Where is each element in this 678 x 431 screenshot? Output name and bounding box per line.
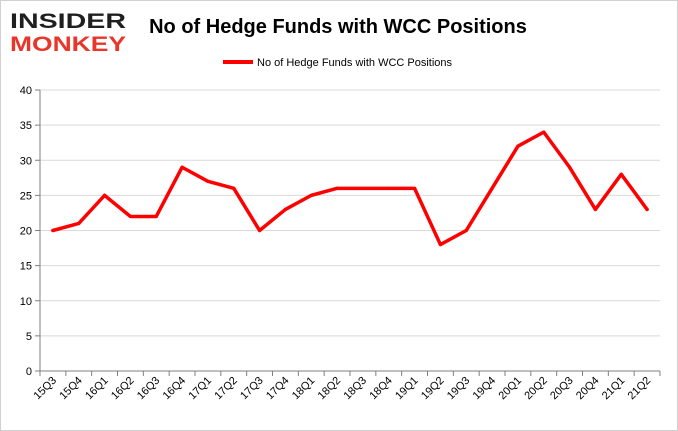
data-point bbox=[412, 186, 417, 190]
data-point bbox=[516, 144, 520, 148]
x-tick-label: 16Q3 bbox=[135, 375, 163, 403]
x-tick-label: 17Q1 bbox=[187, 375, 215, 403]
data-point bbox=[645, 207, 649, 212]
y-tick-label: 0 bbox=[26, 366, 32, 378]
x-tick-label: 21Q1 bbox=[600, 375, 628, 403]
x-tick-label: 18Q2 bbox=[316, 375, 344, 403]
insider-monkey-logo: INSIDER MONKEY bbox=[10, 10, 126, 56]
x-tick-label: 20Q2 bbox=[522, 375, 550, 403]
x-tick-label: 19Q4 bbox=[471, 375, 499, 403]
x-tick-label: 18Q1 bbox=[290, 375, 318, 403]
y-tick-label: 15 bbox=[20, 261, 32, 273]
y-tick-label: 40 bbox=[20, 85, 32, 97]
chart-title: No of Hedge Funds with WCC Positions bbox=[149, 16, 527, 38]
y-tick-label: 25 bbox=[20, 190, 32, 202]
x-tick-label: 16Q4 bbox=[161, 375, 189, 403]
data-point bbox=[335, 186, 339, 190]
data-point bbox=[283, 207, 288, 212]
x-tick-label: 15Q3 bbox=[32, 375, 60, 403]
grid-lines bbox=[40, 89, 660, 337]
data-point bbox=[490, 186, 494, 190]
y-tick-label: 30 bbox=[20, 155, 32, 167]
series-group bbox=[51, 130, 649, 247]
data-point bbox=[180, 165, 184, 169]
data-point bbox=[593, 207, 598, 212]
y-tick-label: 5 bbox=[26, 331, 32, 343]
x-tick-label: 21Q2 bbox=[626, 375, 654, 403]
data-point bbox=[232, 186, 236, 190]
x-tick-label: 17Q2 bbox=[212, 375, 240, 403]
logo-line-monkey: MONKEY bbox=[10, 33, 126, 56]
x-tick-label: 20Q3 bbox=[548, 375, 576, 403]
x-tick-label: 19Q1 bbox=[393, 375, 421, 403]
x-tick-label: 16Q1 bbox=[83, 375, 111, 403]
x-axis-ticks: 15Q315Q416Q116Q216Q316Q417Q117Q217Q317Q4… bbox=[32, 371, 661, 403]
data-point bbox=[128, 214, 133, 219]
x-tick-label: 18Q4 bbox=[367, 375, 395, 403]
data-point bbox=[438, 242, 443, 247]
data-point bbox=[464, 228, 468, 233]
data-point bbox=[387, 186, 391, 190]
x-tick-label: 16Q2 bbox=[109, 375, 137, 403]
logo-line-insider: INSIDER bbox=[10, 10, 126, 33]
data-point bbox=[309, 193, 313, 197]
data-point bbox=[77, 221, 81, 226]
data-point bbox=[51, 228, 55, 233]
data-point bbox=[542, 130, 546, 134]
data-point bbox=[619, 172, 623, 176]
x-tick-label: 15Q4 bbox=[57, 375, 85, 403]
x-tick-label: 17Q4 bbox=[264, 375, 292, 403]
data-point bbox=[257, 228, 262, 233]
x-tick-label: 20Q4 bbox=[574, 375, 602, 403]
data-point bbox=[154, 214, 158, 219]
y-tick-label: 35 bbox=[20, 120, 32, 132]
data-point bbox=[206, 179, 210, 183]
data-point bbox=[102, 193, 107, 197]
series-line-0 bbox=[51, 130, 649, 247]
data-point bbox=[361, 186, 365, 190]
x-tick-label: 18Q3 bbox=[342, 375, 370, 403]
x-tick-label: 19Q2 bbox=[419, 375, 447, 403]
x-tick-label: 17Q3 bbox=[238, 375, 266, 403]
y-tick-label: 20 bbox=[20, 226, 32, 238]
chart-legend: No of Hedge Funds with WCC Positions bbox=[223, 57, 453, 69]
y-axis-ticks: 0 5 10 15 20 25 30 35 40 bbox=[20, 85, 40, 378]
legend-label: No of Hedge Funds with WCC Positions bbox=[257, 57, 453, 69]
y-tick-label: 10 bbox=[20, 296, 32, 308]
x-tick-label: 20Q1 bbox=[497, 375, 525, 403]
data-point bbox=[567, 165, 572, 169]
x-tick-label: 19Q3 bbox=[445, 375, 473, 403]
